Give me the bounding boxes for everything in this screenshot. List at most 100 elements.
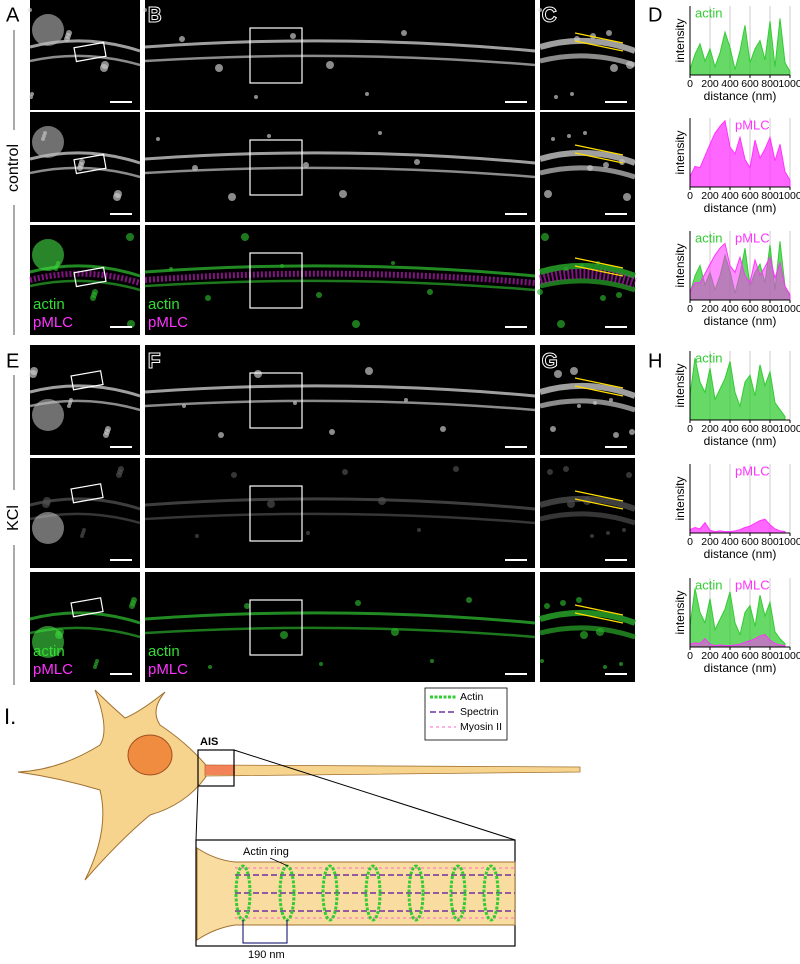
x-tick-label: 800 (761, 536, 779, 548)
puncta (79, 159, 85, 165)
puncta (557, 320, 565, 328)
series-label: actin (695, 350, 722, 365)
series-label: pMLC (735, 230, 770, 245)
legend-box (424, 687, 508, 741)
puncta (590, 534, 594, 538)
condition-label: control (5, 144, 22, 192)
intensity-area (689, 357, 786, 421)
panel-label: G (542, 350, 558, 372)
x-axis-label: distance (nm) (704, 89, 777, 103)
x-tick-label: 200 (701, 423, 719, 435)
puncta (228, 193, 236, 201)
profile-line (574, 144, 624, 156)
puncta (576, 597, 582, 603)
channel-label: pMLC (33, 661, 73, 678)
axon-signal (29, 384, 141, 398)
axon-signal (539, 53, 636, 68)
roi-box (70, 483, 104, 504)
puncta (365, 92, 369, 96)
actin-ring (449, 864, 467, 922)
puncta (254, 370, 262, 378)
legend-label: Actin (460, 691, 484, 703)
actin-ring-label: Actin ring (243, 846, 289, 858)
channel-label: actin (33, 643, 65, 660)
puncta (551, 137, 555, 141)
roi-box (70, 597, 104, 618)
puncta (540, 659, 544, 663)
puncta (563, 466, 569, 472)
profile-line (574, 152, 624, 164)
panel-label: H (648, 350, 662, 372)
puncta (179, 36, 185, 42)
y-axis-label: intensity (673, 243, 687, 287)
puncta (537, 289, 543, 295)
scale-label: 190 nm (248, 949, 285, 961)
ais-label: AIS (200, 736, 218, 748)
axon-signal (144, 264, 536, 278)
puncta (290, 33, 296, 39)
profile-line (574, 40, 624, 52)
micrograph-structure (538, 8, 637, 99)
micrograph-structure (28, 8, 141, 99)
axon-signal (144, 512, 536, 525)
puncta (580, 631, 588, 639)
puncta (417, 528, 421, 532)
ais-box (197, 749, 235, 787)
puncta (626, 61, 634, 69)
puncta (101, 61, 109, 69)
zoom-line (233, 749, 516, 841)
channel-label: actin (33, 296, 65, 313)
panel-label: I. (4, 704, 16, 729)
pmlc-signal (144, 270, 536, 286)
puncta (616, 292, 622, 298)
actin-ring (482, 864, 500, 922)
axon-signal (539, 625, 636, 640)
x-tick-label: 600 (741, 536, 759, 548)
puncta (610, 64, 618, 72)
puncta (629, 429, 635, 435)
micrograph-structure (539, 131, 637, 201)
micrograph-structure (144, 466, 536, 538)
puncta (280, 631, 288, 639)
micrograph-structure (539, 367, 637, 438)
puncta (564, 267, 568, 271)
axon-signal (144, 611, 536, 625)
puncta (587, 165, 593, 171)
puncta (554, 95, 558, 99)
x-tick-label: 0 (687, 303, 693, 315)
profile-line (574, 490, 624, 502)
cell-body (32, 126, 64, 158)
puncta (116, 472, 122, 478)
x-tick-label: 600 (741, 423, 759, 435)
legend-label: Myosin II (460, 721, 502, 733)
x-tick-label: 800 (761, 650, 779, 662)
puncta (619, 662, 623, 666)
puncta (570, 92, 574, 96)
roi-box (73, 153, 107, 175)
puncta (623, 193, 631, 201)
puncta (118, 466, 124, 472)
puncta (577, 404, 581, 408)
puncta (603, 665, 607, 669)
puncta (544, 190, 552, 198)
puncta (280, 264, 284, 268)
x-tick-label: 200 (701, 650, 719, 662)
axon-signal (539, 262, 637, 279)
profile-line (574, 377, 624, 389)
panel-label: D (648, 4, 662, 26)
puncta (267, 500, 275, 508)
panel-label: A (6, 4, 20, 26)
puncta (156, 137, 160, 141)
puncta (95, 659, 99, 663)
cell-body (32, 399, 64, 431)
puncta (355, 600, 361, 606)
axon-signal (144, 151, 536, 165)
series-label: pMLC (735, 117, 770, 132)
x-tick-label: 0 (687, 423, 693, 435)
axon-signal (539, 511, 636, 526)
puncta (342, 469, 348, 475)
roi-box (249, 485, 303, 542)
puncta (626, 472, 632, 478)
micrograph (540, 458, 635, 568)
